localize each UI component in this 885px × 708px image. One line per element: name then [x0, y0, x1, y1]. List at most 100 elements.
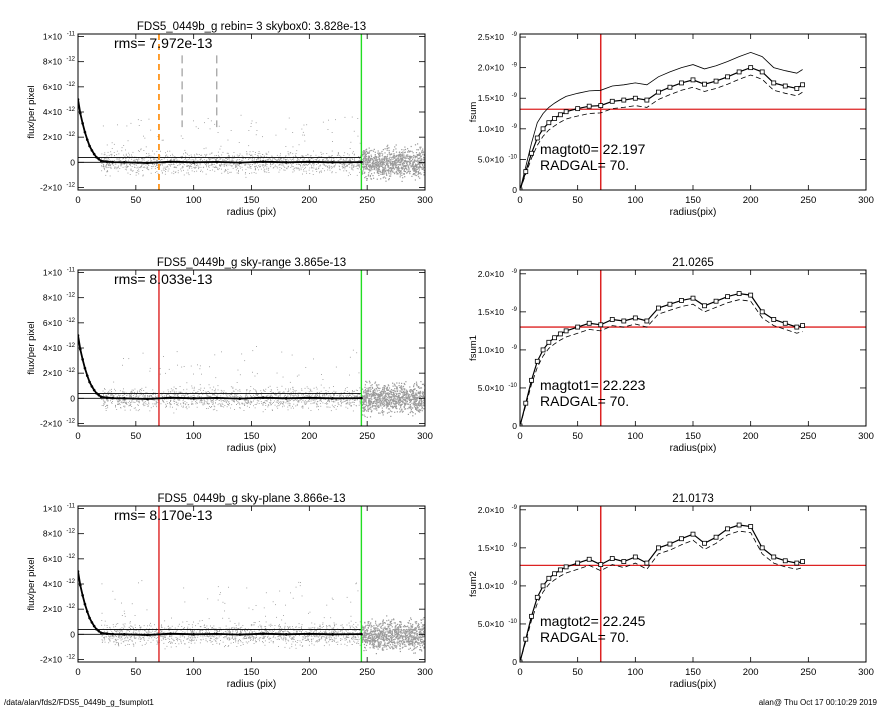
noise-point	[270, 163, 271, 165]
noise-point-outer	[397, 400, 399, 402]
noise-point	[106, 164, 108, 166]
noise-point-outer	[374, 163, 376, 165]
y-tick-exponent: -12	[66, 132, 75, 138]
noise-point	[145, 392, 147, 393]
noise-point	[176, 159, 178, 161]
noise-point-outer	[386, 412, 389, 414]
noise-point	[156, 402, 157, 404]
noise-point	[141, 161, 142, 163]
noise-point	[352, 164, 353, 166]
profile-point	[99, 159, 103, 163]
noise-point	[107, 398, 109, 400]
noise-point	[337, 402, 339, 404]
noise-point-outer	[387, 399, 389, 402]
noise-point-outer	[384, 385, 386, 387]
noise-point	[204, 401, 206, 402]
noise-point	[287, 400, 289, 402]
noise-point-outer	[381, 150, 383, 153]
noise-point-outer	[371, 169, 373, 171]
noise-point	[308, 407, 309, 409]
noise-point-outer	[364, 398, 366, 401]
noise-point	[265, 153, 267, 155]
noise-point	[236, 164, 238, 166]
noise-point-outer	[396, 169, 398, 171]
noise-point	[322, 121, 324, 123]
noise-point	[149, 394, 151, 396]
noise-point	[301, 394, 303, 396]
noise-point	[246, 402, 248, 403]
noise-point-outer	[408, 390, 411, 392]
noise-point	[234, 395, 236, 397]
noise-point	[183, 396, 185, 398]
noise-point	[203, 166, 205, 168]
noise-point	[222, 399, 224, 401]
noise-point	[214, 166, 216, 168]
noise-point	[352, 391, 354, 392]
noise-point-outer	[368, 402, 370, 404]
noise-point	[160, 164, 161, 165]
noise-point	[270, 396, 272, 398]
noise-point-outer	[409, 156, 412, 158]
noise-point	[165, 398, 167, 400]
x-tick-label: 100	[627, 195, 643, 206]
noise-point	[102, 163, 104, 165]
y-tick-exponent: -12	[66, 57, 75, 63]
noise-point	[138, 409, 140, 411]
noise-point	[236, 400, 238, 402]
noise-point	[149, 395, 151, 397]
noise-point	[239, 402, 240, 404]
noise-point	[224, 170, 226, 172]
noise-point	[216, 395, 218, 397]
noise-point	[338, 153, 339, 154]
noise-point-outer	[380, 178, 382, 180]
noise-point-outer	[384, 155, 386, 158]
noise-point	[115, 163, 117, 165]
noise-point	[101, 166, 103, 168]
noise-point	[234, 396, 236, 398]
noise-point	[202, 393, 204, 395]
noise-point	[343, 399, 345, 401]
noise-point-outer	[395, 148, 397, 150]
noise-point-outer	[364, 151, 366, 153]
noise-point-outer	[396, 411, 398, 413]
noise-point	[351, 164, 352, 166]
noise-point-outer	[409, 158, 411, 160]
noise-point	[290, 388, 291, 390]
noise-point-outer	[369, 165, 372, 168]
noise-point-outer	[390, 168, 392, 170]
noise-point-outer	[404, 391, 406, 393]
noise-point	[237, 159, 239, 161]
noise-point	[119, 402, 120, 404]
noise-point	[208, 384, 210, 386]
noise-point	[126, 125, 128, 127]
noise-point	[246, 389, 248, 391]
noise-point	[314, 395, 316, 396]
noise-point-outer	[413, 406, 416, 408]
noise-point-outer	[377, 172, 380, 174]
noise-point	[244, 400, 246, 402]
noise-point	[310, 400, 312, 402]
noise-point	[177, 395, 179, 397]
noise-point	[229, 171, 231, 173]
noise-point-outer	[366, 402, 368, 404]
noise-point	[254, 389, 256, 391]
noise-point-outer	[373, 393, 375, 395]
noise-point-outer	[403, 165, 405, 168]
fsum-point	[794, 86, 800, 91]
noise-point-outer	[416, 405, 418, 407]
noise-point	[352, 151, 354, 153]
noise-point-outer	[377, 150, 379, 152]
noise-point-outer	[404, 398, 406, 400]
noise-point	[170, 159, 172, 160]
noise-point-outer	[370, 170, 372, 172]
noise-point	[335, 398, 337, 400]
noise-point-outer	[399, 404, 401, 406]
noise-point	[282, 376, 284, 378]
noise-point	[239, 155, 240, 157]
noise-point-outer	[405, 393, 407, 395]
noise-point-outer	[393, 398, 395, 400]
noise-point	[221, 159, 223, 161]
noise-point	[221, 154, 223, 156]
profile-point	[83, 130, 87, 134]
noise-point	[191, 156, 193, 157]
